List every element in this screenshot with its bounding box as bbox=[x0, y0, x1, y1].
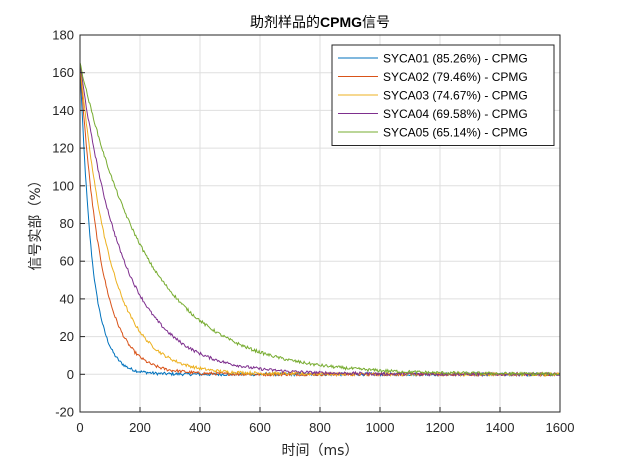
series-layer bbox=[79, 62, 561, 378]
x-axis-label: 时间（ms） bbox=[282, 443, 359, 459]
y-tick-label: 80 bbox=[60, 216, 74, 231]
x-tick-label: 1600 bbox=[546, 420, 575, 435]
chart-title: 助剂样品的CPMG信号 bbox=[250, 14, 390, 31]
y-tick-label: 140 bbox=[52, 103, 74, 118]
y-tick-label: -20 bbox=[55, 405, 74, 420]
legend-entry-3: SYCA03 (74.67%) - CPMG bbox=[383, 89, 528, 103]
x-tick-label: 400 bbox=[189, 420, 211, 435]
chart-title-post: 信号 bbox=[362, 15, 390, 31]
y-tick-label: 20 bbox=[60, 329, 74, 344]
y-tick-label: 40 bbox=[60, 291, 74, 306]
legend-entry-5: SYCA05 (65.14%) - CPMG bbox=[383, 126, 528, 140]
legend-entry-1: SYCA01 (85.26%) - CPMG bbox=[383, 52, 528, 66]
chart-title-bold: CPMG bbox=[320, 14, 362, 30]
series-line-3 bbox=[79, 63, 560, 378]
y-tick-label: 100 bbox=[52, 178, 74, 193]
legend-entry-2: SYCA02 (79.46%) - CPMG bbox=[383, 70, 528, 84]
y-tick-label: 60 bbox=[60, 254, 74, 269]
x-tick-label: 200 bbox=[129, 420, 151, 435]
legend: SYCA01 (85.26%) - CPMG SYCA02 (79.46%) - … bbox=[331, 44, 555, 146]
chart-title-pre: 助剂样品的 bbox=[250, 15, 320, 31]
y-tick-label: 120 bbox=[52, 141, 74, 156]
series-line-5 bbox=[79, 62, 560, 377]
x-tick-label: 1200 bbox=[426, 420, 455, 435]
x-tick-label: 800 bbox=[309, 420, 331, 435]
y-tick-label: 0 bbox=[67, 367, 74, 382]
x-tick-label: 600 bbox=[249, 420, 271, 435]
y-axis-label: 信号实部（%） bbox=[28, 173, 44, 270]
x-tick-label: 1000 bbox=[366, 420, 395, 435]
legend-entry-4: SYCA04 (69.58%) - CPMG bbox=[383, 107, 528, 121]
axis-ticks: 0 200 400 600 800 1000 1200 1400 1600-2002040608… bbox=[52, 28, 574, 436]
y-tick-label: 180 bbox=[52, 28, 74, 43]
y-tick-label: 160 bbox=[52, 65, 74, 80]
x-tick-label: 0 bbox=[76, 420, 83, 435]
x-tick-label: 1400 bbox=[486, 420, 515, 435]
